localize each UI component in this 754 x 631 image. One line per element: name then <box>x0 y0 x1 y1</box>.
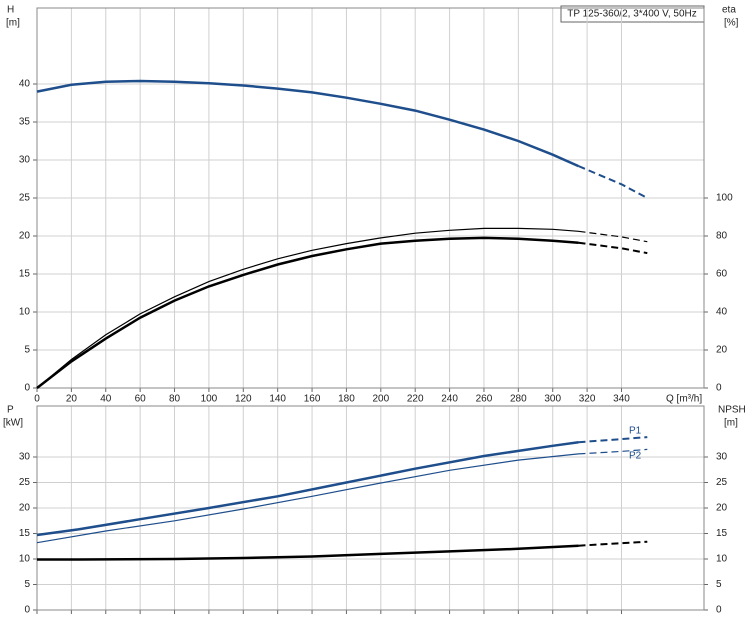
y-tick-label: 10 <box>19 307 31 318</box>
x-tick-label: 260 <box>476 394 493 405</box>
plot-frame <box>36 7 705 389</box>
y2-tick-label: 30 <box>716 452 728 463</box>
y-tick-label: 0 <box>24 383 30 394</box>
x-tick-label: 20 <box>66 394 78 405</box>
y-tick-label: 5 <box>24 345 30 356</box>
y2-tick-label: 5 <box>716 579 722 590</box>
curve <box>36 440 579 537</box>
y2-tick-label: 60 <box>716 269 728 280</box>
x-tick-label: 80 <box>169 394 181 405</box>
y-tick-label: 20 <box>19 503 31 514</box>
y2-tick-label: 20 <box>716 503 728 514</box>
y-tick-label: 15 <box>19 528 31 539</box>
x-tick-label: 120 <box>235 394 252 405</box>
y2-tick-label: 40 <box>716 307 728 318</box>
x-tick-label: 320 <box>579 394 596 405</box>
x-tick-label: 300 <box>544 394 561 405</box>
curve <box>578 448 648 455</box>
y2-label: eta <box>722 5 736 16</box>
y-tick-label: 15 <box>19 269 31 280</box>
y2-tick-label: 100 <box>716 193 733 204</box>
x-tick-label: 100 <box>201 394 218 405</box>
y-tick-label: 25 <box>19 193 31 204</box>
y2-tick-label: 0 <box>716 383 722 394</box>
x-tick-label: 280 <box>510 394 527 405</box>
curve <box>578 241 648 255</box>
x-label: Q [m³/h] <box>666 394 702 405</box>
x-tick-label: 340 <box>613 394 630 405</box>
curve <box>37 544 579 561</box>
y2-tick-label: 0 <box>716 605 722 616</box>
y-tick-label: 30 <box>19 155 31 166</box>
x-tick-label: 200 <box>372 394 389 405</box>
x-tick-label: 220 <box>407 394 424 405</box>
x-tick-label: 160 <box>304 394 321 405</box>
y-tick-label: 10 <box>19 554 31 565</box>
y-tick-label: 0 <box>24 605 30 616</box>
y2-tick-label: 25 <box>716 477 728 488</box>
curve <box>36 453 579 544</box>
y-tick-label: 20 <box>19 231 31 242</box>
curve <box>36 79 580 168</box>
y-tick-label: 40 <box>19 79 31 90</box>
y-label: P <box>7 405 14 416</box>
curve <box>578 230 648 243</box>
x-tick-label: 0 <box>34 394 40 405</box>
curve <box>578 540 648 547</box>
y-tick-label: 35 <box>19 117 31 128</box>
x-tick-label: 180 <box>338 394 355 405</box>
plot-frame <box>36 405 705 611</box>
x-tick-label: 40 <box>100 394 112 405</box>
curve <box>36 227 579 389</box>
curve <box>578 436 648 444</box>
x-tick-label: 240 <box>441 394 458 405</box>
curve-label: P2 <box>629 451 642 462</box>
y-label: H <box>7 5 14 16</box>
y2-tick-label: 20 <box>716 345 728 356</box>
y-unit: [kW] <box>3 418 23 429</box>
x-tick-label: 140 <box>269 394 286 405</box>
y-unit: [m] <box>6 18 20 29</box>
chart-title: TP 125-360/2, 3*400 V, 50Hz <box>567 9 697 20</box>
curve-label: P1 <box>629 426 642 437</box>
y2-unit: [%] <box>724 18 739 29</box>
y-tick-label: 25 <box>19 477 31 488</box>
y2-unit: [m] <box>724 418 738 429</box>
y-tick-label: 30 <box>19 452 31 463</box>
y-tick-label: 5 <box>24 579 30 590</box>
y2-tick-label: 15 <box>716 528 728 539</box>
y2-tick-label: 10 <box>716 554 728 565</box>
x-tick-label: 60 <box>135 394 147 405</box>
curve <box>578 165 648 199</box>
y2-tick-label: 80 <box>716 231 728 242</box>
y2-label: NPSH <box>718 405 746 416</box>
curve <box>36 236 579 389</box>
